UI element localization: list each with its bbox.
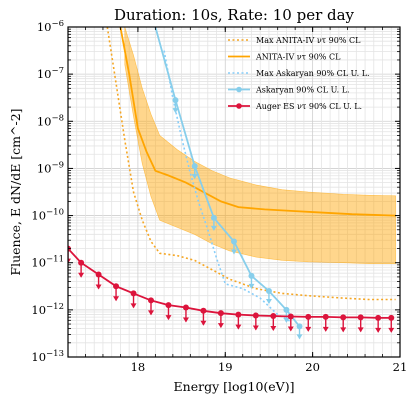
askaryan-line-group <box>154 27 303 340</box>
x-tick-label: 21 <box>393 360 408 374</box>
upper-limit-arrowhead <box>270 325 277 331</box>
upper-limit-arrowhead <box>388 327 395 333</box>
y-axis-label: Fluence, E dN/dE [cm^-2] <box>8 108 23 275</box>
data-point <box>200 307 207 314</box>
data-point <box>270 312 277 319</box>
upper-limit-arrowhead <box>165 315 172 321</box>
anita-band <box>124 27 396 264</box>
max-askaryan-line-group <box>163 50 292 323</box>
confidence-band-layer <box>124 27 396 264</box>
data-point <box>340 314 347 321</box>
max-askaryan-line <box>163 50 292 323</box>
x-tick-label: 19 <box>218 360 233 374</box>
data-point <box>113 283 120 290</box>
data-point <box>172 97 179 104</box>
y-tick-label: 10−7 <box>37 66 64 81</box>
data-point <box>191 163 198 170</box>
data-point <box>95 271 102 278</box>
legend: Max ANITA-IV ντ 90% CL ANITA-IV ντ 90% CL… <box>228 36 370 111</box>
auger-line-group <box>68 245 395 333</box>
data-point <box>130 290 137 297</box>
legend-label: Max ANITA-IV ντ 90% CL <box>256 36 361 45</box>
upper-limit-arrowhead <box>78 272 85 278</box>
upper-limit-arrowhead <box>182 317 189 323</box>
upper-limit-arrowhead <box>231 249 237 255</box>
x-tick-label: 18 <box>131 360 146 374</box>
data-point <box>248 272 255 279</box>
chart-title: Duration: 10s, Rate: 10 per day <box>114 6 355 24</box>
y-tick-label: 10−10 <box>31 208 64 223</box>
upper-limit-arrowhead <box>252 325 259 331</box>
upper-limit-arrowhead <box>191 174 198 180</box>
upper-limit-arrowhead <box>283 317 290 323</box>
data-point <box>287 313 294 320</box>
y-tick-label: 10−11 <box>31 255 64 270</box>
data-point <box>210 214 217 221</box>
data-point <box>252 312 259 319</box>
y-tick-label: 10−13 <box>31 349 64 364</box>
upper-limit-arrowhead <box>322 326 329 332</box>
upper-limit-arrowhead <box>265 299 272 304</box>
upper-limit-arrowhead <box>235 324 242 330</box>
upper-limit-arrowhead <box>248 283 255 289</box>
legend-label: Askaryan 90% CL U. L. <box>255 86 350 95</box>
upper-limit-arrowhead <box>148 310 154 316</box>
data-point <box>235 311 242 318</box>
data-point <box>182 304 189 311</box>
upper-limit-arrowhead <box>357 327 364 333</box>
upper-limit-arrowhead <box>172 108 179 114</box>
data-point <box>305 313 312 320</box>
y-tick-label: 10−6 <box>37 19 64 34</box>
plot-border <box>67 26 401 358</box>
data-point <box>165 302 172 309</box>
series-layer <box>68 27 396 340</box>
legend-marker <box>236 103 242 109</box>
legend-label: Auger ES ντ 90% CL U. L. <box>255 102 362 111</box>
axes-frame <box>67 26 401 358</box>
legend-label: Max Askaryan 90% CL U. L. <box>256 69 370 78</box>
y-tick-label: 10−12 <box>31 302 64 317</box>
upper-limit-arrowhead <box>375 327 382 333</box>
upper-limit-arrowhead <box>296 334 303 340</box>
upper-limit-arrowhead <box>217 323 224 329</box>
upper-limit-arrowhead <box>130 303 137 309</box>
data-point <box>388 314 395 321</box>
upper-limit-arrowhead <box>113 296 120 302</box>
max-anita-line-group <box>106 27 396 301</box>
data-point <box>375 314 382 321</box>
legend-label: ANITA-IV ντ 90% CL <box>255 53 341 62</box>
y-tick-label: 10−8 <box>37 113 64 128</box>
data-point <box>265 288 272 294</box>
data-point <box>148 297 154 304</box>
legend-marker <box>236 86 242 93</box>
upper-limit-arrowhead <box>210 225 217 231</box>
upper-limit-arrowhead <box>95 284 102 290</box>
data-point <box>217 310 224 317</box>
max-anita-line <box>106 27 396 301</box>
data-point <box>78 259 85 266</box>
data-point <box>357 314 364 321</box>
data-point <box>296 323 303 330</box>
x-axis-label: Energy [log10(eV)] <box>174 379 295 394</box>
x-tick-label: 20 <box>305 360 320 374</box>
upper-limit-arrowhead <box>305 326 312 332</box>
tick-layer: 18 19 20 21 10−13 10−12 10−11 10−10 10−9 10−8 10−7… <box>31 19 407 374</box>
data-point <box>322 313 329 320</box>
upper-limit-arrowhead <box>287 326 294 332</box>
data-point <box>283 306 290 313</box>
upper-limit-arrowhead <box>200 320 207 326</box>
y-tick-label: 10−9 <box>37 160 64 175</box>
upper-limit-arrowhead <box>340 327 347 333</box>
data-point <box>231 238 237 245</box>
